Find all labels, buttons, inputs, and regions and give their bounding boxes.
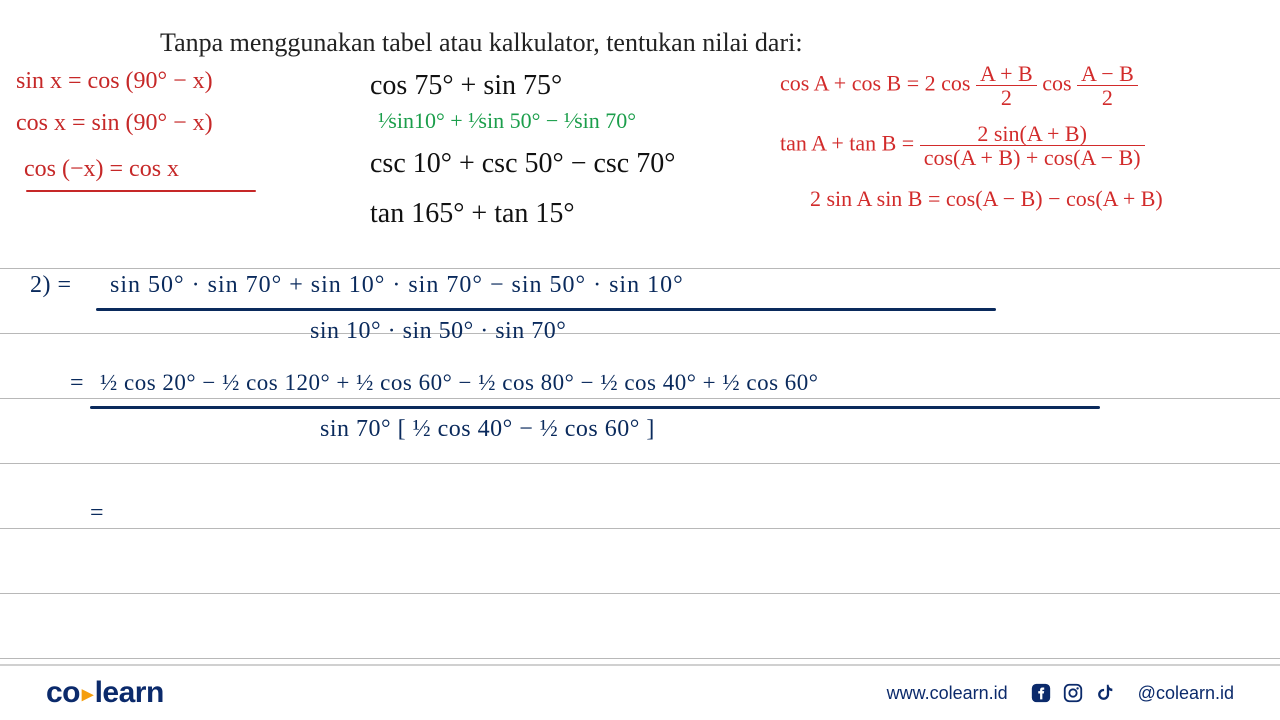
formula-cos-sum-lhs: cos A + cos B = 2 cos [780,71,970,96]
printed-eq-2: csc 10° + csc 50° − csc 70° [370,148,675,180]
fraction-bar-2 [90,406,1100,409]
logo-learn: learn [95,676,164,709]
formula-tan-sum: tan A + tan B = 2 sin(A + B) cos(A + B) … [780,122,1145,169]
tiktok-icon[interactable] [1094,682,1116,704]
fraction-bar-1 [96,308,996,311]
colearn-logo: co▸learn [46,676,164,710]
formula-tan-sum-lhs: tan A + tan B = [780,131,914,156]
footer-handle[interactable]: @colearn.id [1138,683,1234,704]
formula-cos-sum-mid: cos [1042,71,1071,96]
logo-dot-icon: ▸ [82,681,93,706]
social-icons [1030,682,1116,704]
instagram-icon[interactable] [1062,682,1084,704]
facebook-icon[interactable] [1030,682,1052,704]
underline-red [26,190,256,192]
footer-url[interactable]: www.colearn.id [887,683,1008,704]
work-row3-eq: = [90,500,104,527]
logo-co: co [46,676,80,709]
formula-tan-sum-frac: 2 sin(A + B) cos(A + B) + cos(A − B) [920,122,1145,169]
formula-cos-sum: cos A + cos B = 2 cos A + B 2 cos A − B … [780,62,1138,109]
work-row1-numerator: sin 50° · sin 70° + sin 10° · sin 70° − … [110,272,684,299]
handwritten-identity-3: cos (−x) = cos x [24,156,179,183]
formula-product-to-sum: 2 sin A sin B = cos(A − B) − cos(A + B) [810,186,1163,212]
footer-right: www.colearn.id @colearn.id [887,682,1234,704]
formula-cos-sum-frac1: A + B 2 [976,62,1037,109]
printed-eq-1: cos 75° + sin 75° [370,70,562,102]
page: Tanpa menggunakan tabel atau kalkulator,… [0,0,1280,720]
work-row1-label: 2) = [30,272,72,299]
work-row2-numerator: ½ cos 20° − ½ cos 120° + ½ cos 60° − ½ c… [100,370,819,396]
work-row2-denominator: sin 70° [ ½ cos 40° − ½ cos 60° ] [320,416,655,443]
printed-eq-3: tan 165° + tan 15° [370,198,575,230]
work-row1-denominator: sin 10° · sin 50° · sin 70° [310,318,566,345]
question-text: Tanpa menggunakan tabel atau kalkulator,… [160,28,803,58]
work-row2-eq: = [70,370,84,397]
handwritten-identity-2: cos x = sin (90° − x) [16,110,213,137]
handwritten-green-rewrite: ¹⁄sin10° + ¹⁄sin 50° − ¹⁄sin 70° [378,108,636,134]
footer: co▸learn www.colearn.id @colearn.id [0,664,1280,720]
handwritten-identity-1: sin x = cos (90° − x) [16,68,213,95]
formula-cos-sum-frac2: A − B 2 [1077,62,1138,109]
